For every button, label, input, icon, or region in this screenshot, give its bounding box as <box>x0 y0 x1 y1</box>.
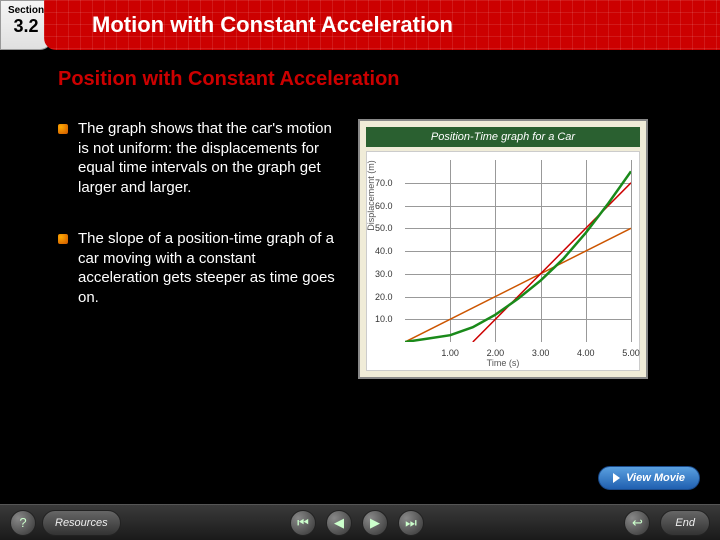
x-axis-title: Time (s) <box>487 358 520 368</box>
chart-panel: Position-Time graph for a Car Displaceme… <box>358 119 648 379</box>
first-button[interactable]: ⏮ <box>290 510 316 536</box>
view-movie-label: View Movie <box>626 472 685 484</box>
title-banner: Motion with Constant Acceleration <box>44 0 720 50</box>
prev-icon: ◀ <box>334 515 344 531</box>
prev-button[interactable]: ◀ <box>326 510 352 536</box>
x-tick-label: 3.00 <box>532 348 550 358</box>
end-label: End <box>675 517 695 529</box>
footer-bar: ? Resources ⏮ ◀ ▶ ⏭ ↩ End <box>0 504 720 540</box>
y-tick-label: 40.0 <box>375 246 393 256</box>
x-tick-label: 5.00 <box>622 348 640 358</box>
view-movie-button[interactable]: View Movie <box>598 466 700 490</box>
resources-button[interactable]: Resources <box>42 510 121 536</box>
y-tick-label: 30.0 <box>375 269 393 279</box>
y-tick-label: 60.0 <box>375 201 393 211</box>
next-button[interactable]: ▶ <box>362 510 388 536</box>
bullet-icon <box>58 234 68 244</box>
play-icon <box>613 473 620 483</box>
return-button[interactable]: ↩ <box>624 510 650 536</box>
help-button[interactable]: ? <box>10 510 36 536</box>
end-button[interactable]: End <box>660 510 710 536</box>
x-tick-label: 4.00 <box>577 348 595 358</box>
first-icon: ⏮ <box>297 515 309 531</box>
next-icon: ▶ <box>370 515 380 531</box>
bullet-icon <box>58 124 68 134</box>
x-tick-label: 2.00 <box>487 348 505 358</box>
chart-title: Position-Time graph for a Car <box>366 127 640 147</box>
y-tick-label: 20.0 <box>375 292 393 302</box>
page-title: Motion with Constant Acceleration <box>92 12 453 38</box>
subtitle: Position with Constant Acceleration <box>58 68 720 91</box>
resources-label: Resources <box>55 517 108 529</box>
last-icon: ⏭ <box>405 515 417 531</box>
y-tick-label: 70.0 <box>375 178 393 188</box>
bullet-text: The graph shows that the car's motion is… <box>78 119 338 197</box>
last-button[interactable]: ⏭ <box>398 510 424 536</box>
chart-area: Displacement (m) Time (s) 10.0 20.0 30.0 40… <box>366 151 640 371</box>
y-axis-title: Displacement (m) <box>366 160 376 231</box>
y-tick-label: 50.0 <box>375 223 393 233</box>
y-tick-label: 10.0 <box>375 314 393 324</box>
bullet-item: The graph shows that the car's motion is… <box>58 119 338 197</box>
help-icon: ? <box>19 515 26 530</box>
x-tick-label: 1.00 <box>441 348 459 358</box>
bullet-text: The slope of a position-time graph of a … <box>78 229 338 307</box>
bullet-item: The slope of a position-time graph of a … <box>58 229 338 307</box>
return-icon: ↩ <box>632 515 643 531</box>
